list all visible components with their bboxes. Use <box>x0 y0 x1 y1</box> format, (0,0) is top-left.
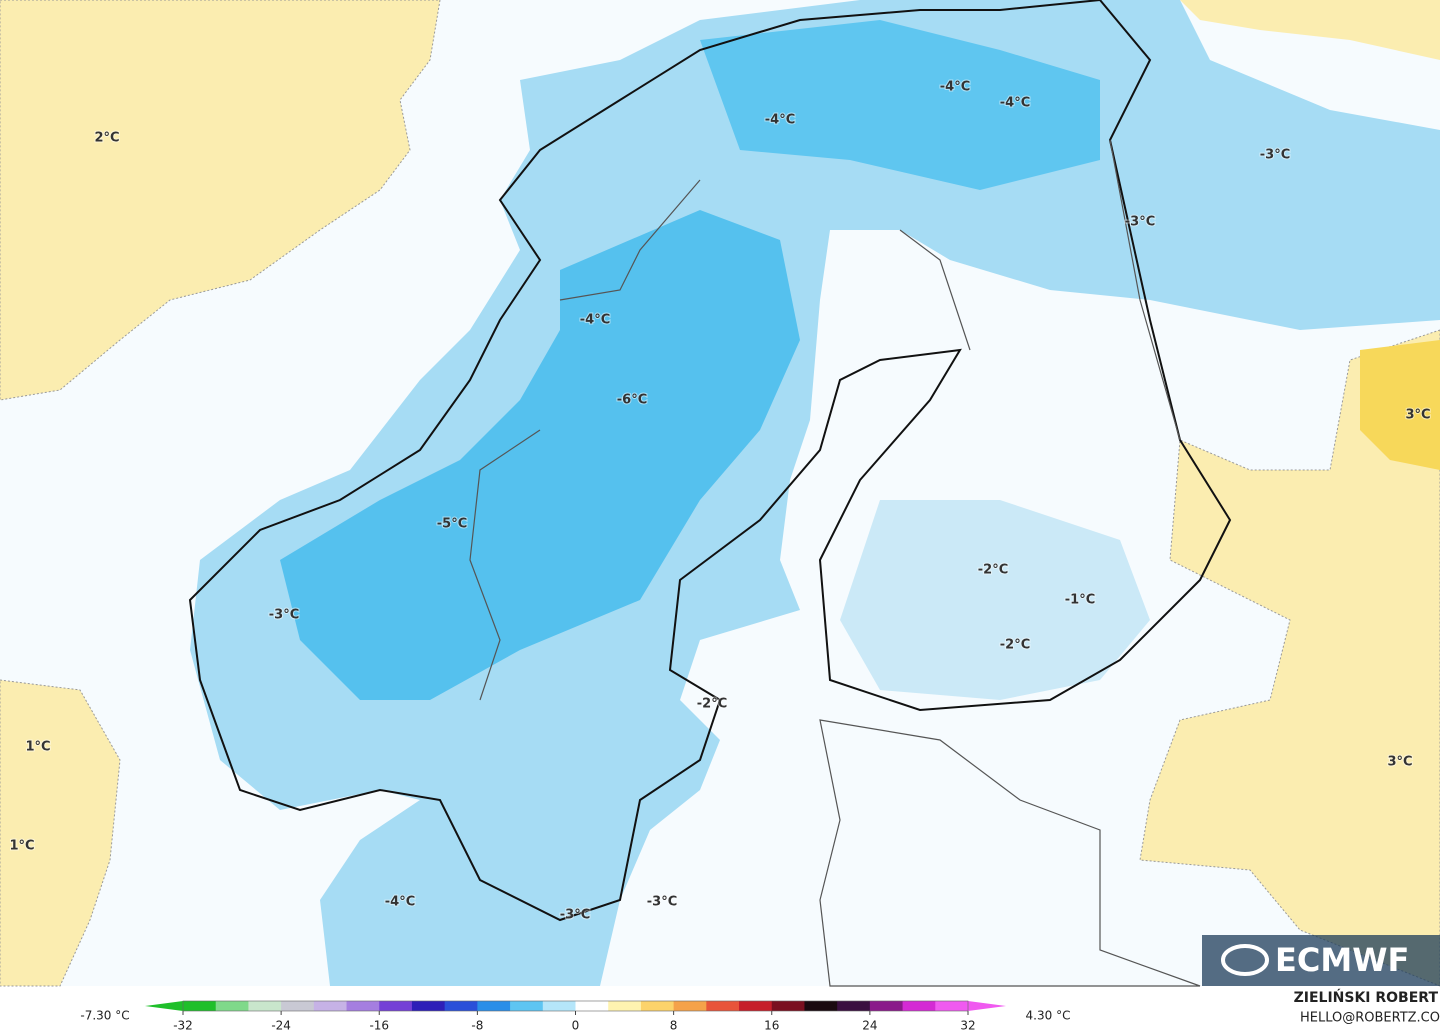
map: ECMWF <box>0 0 1440 987</box>
colorbar-tick-label: -32 <box>173 1019 193 1033</box>
colorbar-tick-label: 24 <box>862 1019 877 1033</box>
colorbar-extend-high <box>968 1001 1006 1011</box>
colorbar-segment <box>411 1001 446 1011</box>
min-label: -7.30 °C <box>80 1009 129 1023</box>
temperature-label: -4°C <box>1000 96 1030 111</box>
temperature-label: 2°C <box>94 131 119 146</box>
colorbar-tick-label: -24 <box>271 1019 291 1033</box>
temperature-label: -5°C <box>437 517 467 532</box>
temperature-label: -2°C <box>978 563 1008 578</box>
warm-area <box>0 0 441 401</box>
temperature-label: 3°C <box>1405 408 1430 423</box>
colder-area <box>700 20 1100 190</box>
temperature-label: -1°C <box>1065 593 1095 608</box>
colorbar-segment <box>706 1001 740 1011</box>
colorbar-segment <box>869 1001 904 1011</box>
colorbar-segment <box>608 1001 642 1011</box>
logo: ECMWF <box>1275 941 1409 979</box>
border <box>469 139 1181 701</box>
border <box>819 719 1201 987</box>
colorbar-segment <box>902 1001 936 1011</box>
colorbar-segment <box>673 1001 707 1011</box>
colorbar-tick-label: 8 <box>670 1019 678 1033</box>
colorbar-segment <box>771 1001 805 1011</box>
temperature-label: 1°C <box>25 740 50 755</box>
colorbar-segment <box>804 1001 838 1011</box>
colorbar-segment <box>640 1001 675 1011</box>
colorbar-segment <box>935 1001 969 1011</box>
colorbar-extend-low <box>145 1001 183 1011</box>
colorbar-segment <box>248 1001 282 1011</box>
colorbar-segment <box>837 1001 871 1011</box>
colorbar-segment <box>575 1001 609 1011</box>
warmer-area <box>1360 340 1440 470</box>
colorbar-tick-label: -8 <box>471 1019 483 1033</box>
colorbar-tick-label: -16 <box>369 1019 389 1033</box>
colorbar-segment <box>510 1001 544 1011</box>
temperature-label: -4°C <box>765 113 795 128</box>
max-label: 4.30 °C <box>1026 1009 1071 1023</box>
temperature-label: -3°C <box>560 908 590 923</box>
colorbar-tick-label: 16 <box>764 1019 779 1033</box>
colorbar: -7.30 °C 4.30 °C -32 -24 -16 -8 0 8 16 24 32 <box>80 1000 1071 1033</box>
colorbar-tick-label: 32 <box>960 1019 975 1033</box>
warm-area <box>0 679 121 987</box>
colorbar-segment <box>477 1001 511 1011</box>
map-labels: 2°C -4°C -4°C -4°C -3°C -3°C -4°C -6°C -5°C 3°C -3… <box>8 79 1431 924</box>
temperature-label: -3°C <box>647 895 677 910</box>
colorbar-segment <box>183 1001 217 1011</box>
temperature-label: -4°C <box>580 313 610 328</box>
colorbar-segment <box>215 1001 249 1011</box>
temperature-label: -6°C <box>617 393 647 408</box>
colorbar-segment <box>281 1001 315 1011</box>
warm-area <box>1139 329 1440 987</box>
temperature-label: -3°C <box>269 608 299 623</box>
logo-icon <box>1221 944 1269 976</box>
warm-area <box>1180 0 1440 60</box>
colorbar-segment <box>739 1001 773 1011</box>
colorbar-segment <box>542 1001 576 1011</box>
temperature-label: -2°C <box>697 697 727 712</box>
logo-box <box>1202 935 1440 986</box>
colorbar-segment <box>346 1001 380 1011</box>
temperature-label: -2°C <box>1000 638 1030 653</box>
cool-area <box>840 500 1150 700</box>
temperature-label: 3°C <box>1387 755 1412 770</box>
colorbar-tick-label: 0 <box>572 1019 580 1033</box>
colder-area <box>280 210 800 700</box>
temperature-label: -3°C <box>1260 148 1290 163</box>
cold-area <box>190 0 1440 986</box>
temperature-label: -3°C <box>1125 215 1155 230</box>
contact: HELLO@ROBERTZ.CO <box>1300 1011 1440 1026</box>
coastline <box>188 0 1232 922</box>
temperature-label: -4°C <box>385 895 415 910</box>
temperature-label: -4°C <box>940 80 970 95</box>
temperature-label: 1°C <box>9 839 34 854</box>
colorbar-segment <box>379 1001 413 1011</box>
colorbar-segment <box>313 1001 348 1011</box>
author: ZIELIŃSKI ROBERT <box>1294 988 1439 1006</box>
colorbar-segment <box>444 1001 478 1011</box>
